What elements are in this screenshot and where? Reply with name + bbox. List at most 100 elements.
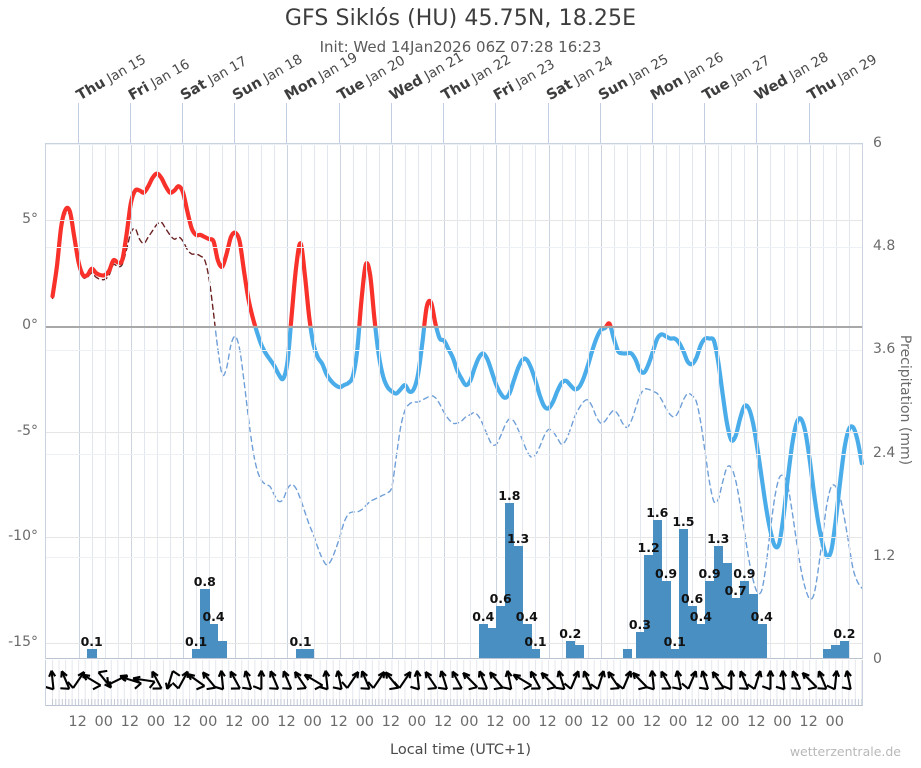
- day-label-jan-24: Sat Jan 24: [543, 53, 616, 104]
- wind-barb: [151, 670, 163, 690]
- precipitation-value-label: 0.2: [833, 625, 856, 641]
- watermark: wetterzentrale.de: [789, 744, 901, 759]
- grid-line-minor: [156, 144, 158, 658]
- day-label-jan-26: Mon Jan 26: [647, 49, 727, 104]
- day-label-jan-19: Mon Jan 19: [282, 49, 361, 104]
- hour-tick-label: 12: [329, 714, 348, 730]
- wind-barb: [393, 671, 412, 689]
- wind-barb: [645, 670, 657, 691]
- precipitation-bar: [296, 649, 306, 658]
- grid-line-minor: [796, 144, 798, 658]
- wind-barb: [164, 670, 181, 690]
- grid-line-minor: [313, 144, 315, 658]
- precipitation-value-label: 0.6: [489, 591, 512, 607]
- day-tick: [286, 103, 288, 144]
- day-tick: [338, 103, 340, 144]
- precipitation-bar: [209, 623, 219, 658]
- precipitation-bar: [487, 627, 497, 658]
- precipitation-bar: [661, 580, 671, 658]
- hour-tick-label: 12: [486, 714, 505, 730]
- wind-barb: [132, 675, 156, 689]
- temp-tick-label: -5°: [17, 422, 38, 439]
- precipitation-bar: [513, 546, 524, 658]
- grid-line-minor: [822, 144, 824, 658]
- precipitation-value-label: 0.6: [681, 591, 704, 607]
- grid-line-minor: [431, 144, 433, 658]
- precipitation-bar: [304, 649, 315, 658]
- precipitation-bar: [478, 623, 489, 658]
- grid-line-minor: [222, 144, 224, 658]
- wind-barb: [367, 671, 386, 689]
- precipitation-bar: [687, 606, 698, 658]
- grid-line-minor: [718, 144, 720, 658]
- precipitation-bar: [757, 623, 767, 658]
- grid-line-minor: [274, 144, 276, 658]
- temp-tick-label: -10°: [8, 528, 38, 545]
- hour-tick-label: 00: [459, 714, 479, 730]
- precipitation-bar: [748, 593, 758, 658]
- precipitation-value-label: 0.4: [202, 608, 225, 624]
- precipitation-value-label: 0.1: [80, 634, 103, 650]
- grid-line-minor: [196, 144, 198, 658]
- grid-line-minor: [365, 144, 367, 658]
- grid-line-minor: [770, 144, 772, 658]
- grid-line-minor: [783, 144, 785, 658]
- wind-barb: [582, 670, 593, 690]
- wind-barb: [437, 670, 448, 691]
- wind-barb: [341, 671, 360, 689]
- hour-tick-label: 12: [538, 714, 557, 730]
- precipitation-value-label: 0.7: [724, 582, 747, 598]
- precipitation-bar: [565, 640, 576, 658]
- wind-barb-group: [46, 660, 862, 705]
- grid-line-day: [652, 144, 654, 658]
- precipitation-value-label: 0.9: [698, 565, 721, 581]
- wind-barb: [739, 670, 750, 690]
- day-label-jan-20: Tue Jan 20: [334, 52, 408, 104]
- wind-barb: [672, 670, 683, 691]
- grid-line-day: [391, 144, 393, 658]
- hour-tick-label: 00: [251, 714, 270, 730]
- hour-tick-label: 12: [120, 714, 140, 730]
- day-label-jan-28: Wed Jan 28: [752, 49, 832, 104]
- wind-barb: [410, 670, 422, 691]
- wind-barb: [817, 670, 828, 690]
- grid-line-day: [548, 144, 550, 658]
- wind-barb: [171, 670, 189, 690]
- grid-line-minor: [91, 144, 93, 658]
- day-label-jan-17: Sat Jan 17: [178, 53, 250, 104]
- precipitation-bar: [217, 640, 228, 658]
- precipitation-value-label: 0.1: [663, 634, 686, 650]
- page-title: GFS Siklós (HU) 45.75N, 18.25E: [284, 6, 637, 31]
- grid-line-minor: [692, 144, 694, 658]
- curve-dewpoint-above: [51, 211, 216, 326]
- precipitation-bar: [705, 580, 715, 658]
- day-label-jan-25: Sun Jan 25: [595, 51, 672, 104]
- day-tick: [443, 103, 445, 144]
- day-tick: [182, 103, 184, 144]
- precipitation-axis: 6 4.8 3.6 2.4 1.2 0: [873, 135, 917, 667]
- grid-line-day: [235, 144, 237, 658]
- precipitation-value-label: 0.1: [185, 634, 208, 650]
- precipitation-bar: [87, 649, 97, 658]
- precipitation-bar: [731, 597, 741, 658]
- precip-tick-label: 0: [873, 651, 882, 667]
- grid-line-day: [130, 144, 132, 658]
- grid-line-day: [78, 144, 80, 658]
- temp-tick-label: -15°: [8, 634, 38, 651]
- hour-tick-label: 00: [564, 714, 583, 730]
- day-tick: [808, 103, 810, 144]
- hour-tick-label: 00: [825, 714, 844, 730]
- day-label-jan-27: Tue Jan 27: [700, 52, 774, 104]
- wind-barb: [590, 670, 606, 690]
- precipitation-bar: [652, 520, 663, 658]
- precipitation-value-label: 0.3: [628, 617, 651, 633]
- wind-barb: [451, 670, 463, 690]
- precipitation-value-label: 0.4: [515, 608, 538, 624]
- grid-line-minor: [561, 144, 563, 658]
- grid-line-minor: [418, 144, 420, 658]
- hour-tick-label: 00: [407, 714, 427, 730]
- grid-line-temp: [46, 220, 862, 222]
- grid-line-minor: [470, 144, 472, 658]
- precipitation-bar: [696, 623, 706, 658]
- wind-barb: [269, 670, 280, 690]
